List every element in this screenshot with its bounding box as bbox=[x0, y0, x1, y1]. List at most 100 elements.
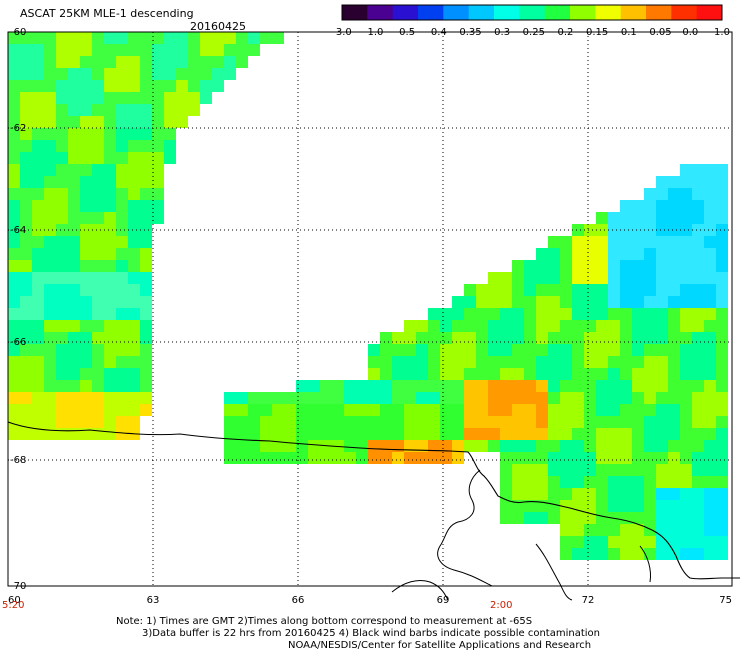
swath-pixel bbox=[644, 332, 656, 344]
swath-pixel bbox=[104, 188, 116, 200]
swath-pixel bbox=[104, 320, 116, 332]
swath-pixel bbox=[596, 248, 608, 260]
swath-pixel bbox=[692, 512, 704, 524]
swath-pixel bbox=[692, 188, 704, 200]
swath-pixel bbox=[716, 464, 728, 476]
swath-pixel bbox=[80, 128, 92, 140]
swath-pixel bbox=[500, 368, 512, 380]
swath-pixel bbox=[176, 104, 188, 116]
swath-pixel bbox=[608, 464, 620, 476]
swath-pixel bbox=[188, 56, 200, 68]
swath-pixel bbox=[404, 356, 416, 368]
swath-pixel bbox=[20, 188, 32, 200]
swath-pixel bbox=[620, 380, 632, 392]
swath-pixel bbox=[392, 428, 404, 440]
swath-pixel bbox=[620, 356, 632, 368]
swath-pixel bbox=[524, 368, 536, 380]
swath-pixel bbox=[596, 500, 608, 512]
swath-pixel bbox=[32, 116, 44, 128]
swath-pixel bbox=[140, 344, 152, 356]
swath-pixel bbox=[680, 440, 692, 452]
swath-pixel bbox=[164, 128, 176, 140]
swath-pixel bbox=[80, 428, 92, 440]
swath-pixel bbox=[152, 116, 164, 128]
swath-pixel bbox=[680, 452, 692, 464]
swath-pixel bbox=[668, 272, 680, 284]
swath-pixel bbox=[596, 308, 608, 320]
swath-pixel bbox=[92, 284, 104, 296]
swath-pixel bbox=[92, 224, 104, 236]
swath-pixel bbox=[332, 452, 344, 464]
swath-pixel bbox=[644, 392, 656, 404]
swath-pixel bbox=[716, 404, 728, 416]
swath-pixel bbox=[572, 356, 584, 368]
swath-pixel bbox=[596, 320, 608, 332]
swath-pixel bbox=[692, 356, 704, 368]
swath-pixel bbox=[524, 260, 536, 272]
swath-pixel bbox=[524, 500, 536, 512]
swath-pixel bbox=[632, 224, 644, 236]
swath-pixel bbox=[692, 476, 704, 488]
swath-pixel bbox=[116, 404, 128, 416]
swath-pixel bbox=[548, 488, 560, 500]
swath-pixel bbox=[416, 380, 428, 392]
swath-pixel bbox=[140, 200, 152, 212]
swath-pixel bbox=[656, 404, 668, 416]
swath-pixel bbox=[608, 416, 620, 428]
swath-pixel bbox=[716, 392, 728, 404]
swath-pixel bbox=[500, 452, 512, 464]
swath-pixel bbox=[236, 404, 248, 416]
swath-pixel bbox=[20, 32, 32, 44]
swath-pixel bbox=[692, 236, 704, 248]
swath-pixel bbox=[80, 104, 92, 116]
swath-pixel bbox=[68, 284, 80, 296]
swath-pixel bbox=[68, 236, 80, 248]
swath-pixel bbox=[68, 224, 80, 236]
swath-pixel bbox=[68, 128, 80, 140]
swath-pixel bbox=[692, 344, 704, 356]
swath-pixel bbox=[668, 332, 680, 344]
swath-pixel bbox=[116, 44, 128, 56]
swath-pixel bbox=[32, 32, 44, 44]
swath-pixel bbox=[140, 68, 152, 80]
swath-pixel bbox=[8, 356, 20, 368]
swath-pixel bbox=[56, 164, 68, 176]
swath-pixel bbox=[260, 392, 272, 404]
swath-pixel bbox=[296, 440, 308, 452]
swath-pixel bbox=[716, 320, 728, 332]
swath-pixel bbox=[8, 392, 20, 404]
swath-pixel bbox=[692, 428, 704, 440]
swath-pixel bbox=[152, 176, 164, 188]
swath-pixel bbox=[128, 272, 140, 284]
swath-pixel bbox=[716, 452, 728, 464]
swath-pixel bbox=[56, 68, 68, 80]
swath-pixel bbox=[116, 212, 128, 224]
swath-pixel bbox=[632, 320, 644, 332]
swath-pixel bbox=[560, 488, 572, 500]
swath-pixel bbox=[104, 128, 116, 140]
swath-pixel bbox=[392, 380, 404, 392]
swath-pixel bbox=[716, 548, 728, 560]
swath-pixel bbox=[452, 392, 464, 404]
swath-pixel bbox=[488, 284, 500, 296]
swath-pixel bbox=[512, 416, 524, 428]
swath-pixel bbox=[44, 92, 56, 104]
swath-pixel bbox=[596, 368, 608, 380]
swath-pixel bbox=[704, 236, 716, 248]
colorbar-swatch bbox=[494, 5, 520, 20]
swath-pixel bbox=[152, 80, 164, 92]
swath-pixel bbox=[404, 320, 416, 332]
swath-pixel bbox=[668, 344, 680, 356]
swath-pixel bbox=[116, 368, 128, 380]
swath-pixel bbox=[644, 236, 656, 248]
swath-pixel bbox=[644, 248, 656, 260]
longitude-label: 72 bbox=[582, 595, 595, 606]
swath-pixel bbox=[296, 416, 308, 428]
swath-pixel bbox=[68, 56, 80, 68]
swath-pixel bbox=[128, 380, 140, 392]
swath-pixel bbox=[512, 320, 524, 332]
swath-pixel bbox=[140, 284, 152, 296]
swath-pixel bbox=[128, 356, 140, 368]
swath-pixel bbox=[152, 188, 164, 200]
swath-pixel bbox=[44, 116, 56, 128]
